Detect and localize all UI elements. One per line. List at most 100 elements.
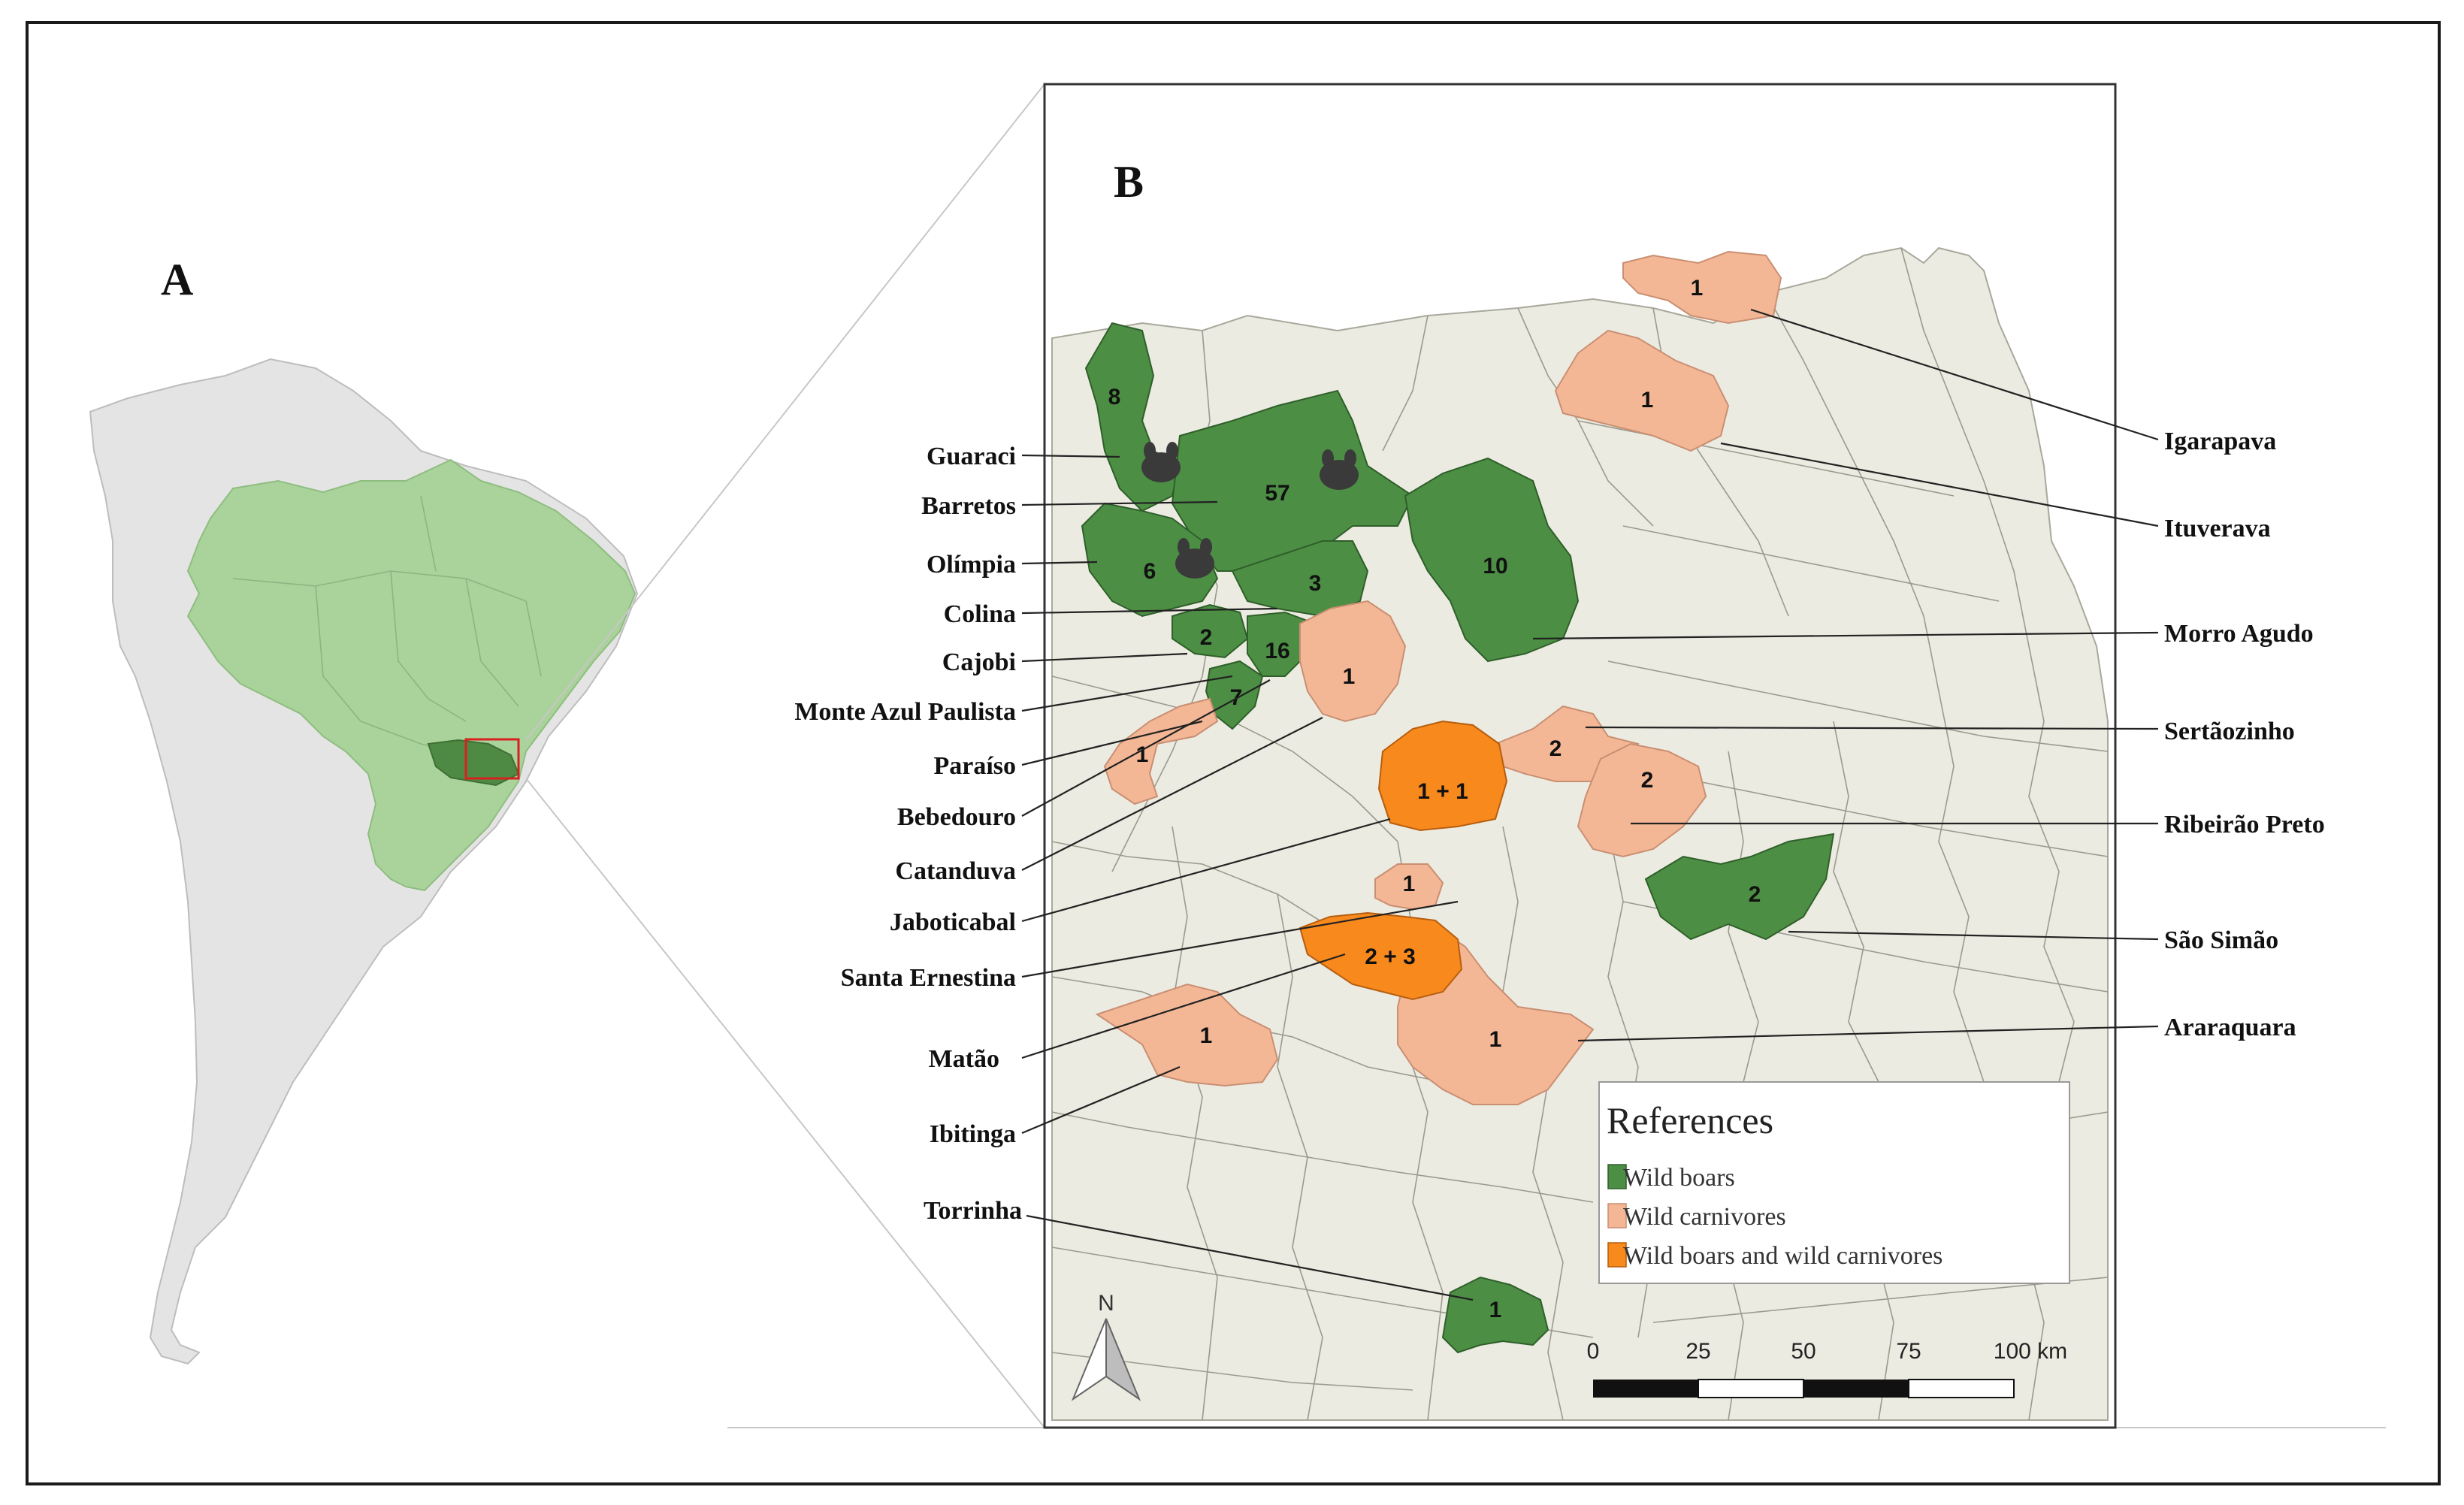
count-catanduva: 1 xyxy=(1343,664,1356,689)
scale-tick-25: 25 xyxy=(1685,1339,1710,1364)
count-paraiso: 1 xyxy=(1136,742,1149,767)
left-labels: Guaraci Barretos Olímpia Colina Cajobi M… xyxy=(794,443,1474,1301)
leader-bebedouro xyxy=(1021,679,1271,817)
scale-tick-75: 75 xyxy=(1896,1339,1921,1364)
panel-a: A xyxy=(89,255,639,1365)
boar-icon xyxy=(1141,442,1181,482)
scale-bar: 0 25 50 75 100 km xyxy=(1587,1339,2067,1398)
label-bebedouro: Bebedouro xyxy=(897,803,1016,831)
boar-icon xyxy=(1320,449,1359,490)
leader-igarapava xyxy=(1750,308,2159,441)
legend: References Wild boars Wild carnivores Wi… xyxy=(1598,1081,2070,1284)
label-ribeirao-preto: Ribeirão Preto xyxy=(2164,811,2325,839)
legend-title: References xyxy=(1607,1099,1773,1141)
count-morro-agudo: 10 xyxy=(1483,554,1507,579)
count-monte-azul: 7 xyxy=(1230,685,1243,710)
label-matao: Matão xyxy=(929,1045,999,1073)
north-arrow-right xyxy=(1105,1318,1141,1401)
scale-tick-100: 100 km xyxy=(1994,1339,2067,1364)
leader-catanduva xyxy=(1021,717,1323,871)
region-catanduva xyxy=(1299,600,1407,723)
label-barretos: Barretos xyxy=(921,492,1016,520)
scale-segment-3 xyxy=(1803,1380,1909,1398)
leader-colina xyxy=(1021,607,1278,615)
count-colina: 3 xyxy=(1309,571,1322,596)
count-bebedouro: 16 xyxy=(1265,639,1289,663)
connector-top xyxy=(525,83,1045,741)
region-jaboticabal xyxy=(1377,720,1508,832)
region-olimpia xyxy=(1081,502,1219,618)
region-colina xyxy=(1231,540,1369,618)
count-santa-ernestina: 1 xyxy=(1403,872,1416,896)
leader-ibitinga xyxy=(1021,1065,1181,1135)
region-torrinha xyxy=(1441,1276,1549,1354)
leader-jaboticabal xyxy=(1021,817,1391,923)
region-matao xyxy=(1299,911,1463,1001)
count-sao-simao: 2 xyxy=(1749,882,1761,907)
legend-swatch-wild-boars xyxy=(1607,1164,1627,1189)
count-igarapava: 1 xyxy=(1691,276,1704,301)
leader-monte-azul xyxy=(1021,675,1233,712)
scale-tick-50: 50 xyxy=(1791,1339,1815,1364)
leader-barretos xyxy=(1021,500,1218,506)
label-monte-azul: Monte Azul Paulista xyxy=(794,698,1016,726)
brazil xyxy=(186,458,636,892)
label-guaraci: Guaraci xyxy=(927,443,1016,470)
leader-torrinha xyxy=(1026,1214,1474,1301)
count-barretos: 57 xyxy=(1265,481,1289,506)
leader-santa-ernestina xyxy=(1021,900,1459,978)
region-ituverava xyxy=(1554,329,1730,452)
count-ribeirao-preto: 2 xyxy=(1641,768,1654,793)
study-area-marker xyxy=(464,738,520,780)
count-jaboticabal: 1 + 1 xyxy=(1417,779,1468,804)
count-ibitinga: 1 xyxy=(1200,1023,1213,1048)
panel-b-label: B xyxy=(1114,157,1144,207)
scale-segment-1 xyxy=(1593,1380,1698,1398)
region-sao-simao xyxy=(1644,833,1835,941)
leader-cajobi xyxy=(1021,652,1188,663)
count-ituverava: 1 xyxy=(1641,388,1654,413)
leader-sertaozinho xyxy=(1585,726,2159,730)
leader-olimpia xyxy=(1021,561,1098,565)
region-igarapava xyxy=(1622,250,1782,325)
label-ituverava: Ituverava xyxy=(2164,515,2271,542)
north-label: N xyxy=(1098,1291,1114,1316)
legend-swatch-wild-carnivores xyxy=(1607,1203,1627,1228)
count-matao: 2 + 3 xyxy=(1365,944,1416,969)
legend-label-wild-carnivores: Wild carnivores xyxy=(1623,1203,1786,1231)
legend-label-both: Wild boars and wild carnivores xyxy=(1623,1242,1942,1270)
label-igarapava: Igarapava xyxy=(2164,428,2276,455)
scale-segment-2 xyxy=(1698,1379,1804,1398)
count-sertaozinho: 2 xyxy=(1549,736,1562,761)
leader-morro-agudo xyxy=(1532,631,2159,640)
region-ribeirao-preto xyxy=(1577,742,1707,858)
label-araraquara: Araraquara xyxy=(2164,1014,2296,1041)
region-cajobi xyxy=(1172,603,1249,659)
label-colina: Colina xyxy=(944,600,1016,628)
legend-swatch-both xyxy=(1607,1242,1627,1268)
count-araraquara: 1 xyxy=(1489,1027,1502,1052)
legend-label-wild-boars: Wild boars xyxy=(1623,1164,1735,1192)
label-ibitinga: Ibitinga xyxy=(930,1120,1016,1148)
count-torrinha: 1 xyxy=(1489,1298,1502,1322)
label-olimpia: Olímpia xyxy=(927,551,1016,579)
label-sertaozinho: Sertãozinho xyxy=(2164,718,2295,745)
scale-segment-4 xyxy=(1908,1379,2015,1398)
north-arrow: N xyxy=(1071,1291,1141,1401)
leader-araraquara xyxy=(1577,1025,2159,1042)
label-santa-ernestina: Santa Ernestina xyxy=(841,964,1016,992)
count-cajobi: 2 xyxy=(1200,625,1213,650)
label-sao-simao: São Simão xyxy=(2164,926,2278,954)
label-torrinha: Torrinha xyxy=(924,1197,1022,1225)
connector-bottom xyxy=(525,778,1045,1428)
brazil-state-borders xyxy=(232,495,542,760)
label-cajobi: Cajobi xyxy=(942,648,1016,676)
scale-tick-0: 0 xyxy=(1587,1339,1600,1364)
count-olimpia: 6 xyxy=(1144,559,1156,584)
label-jaboticabal: Jaboticabal xyxy=(890,908,1016,936)
leader-sao-simao xyxy=(1788,930,2159,941)
panel-a-label: A xyxy=(161,255,193,304)
right-labels: Igarapava Ituverava Morro Agudo Sertãozi… xyxy=(1532,308,2325,1042)
leader-matao xyxy=(1021,953,1346,1059)
